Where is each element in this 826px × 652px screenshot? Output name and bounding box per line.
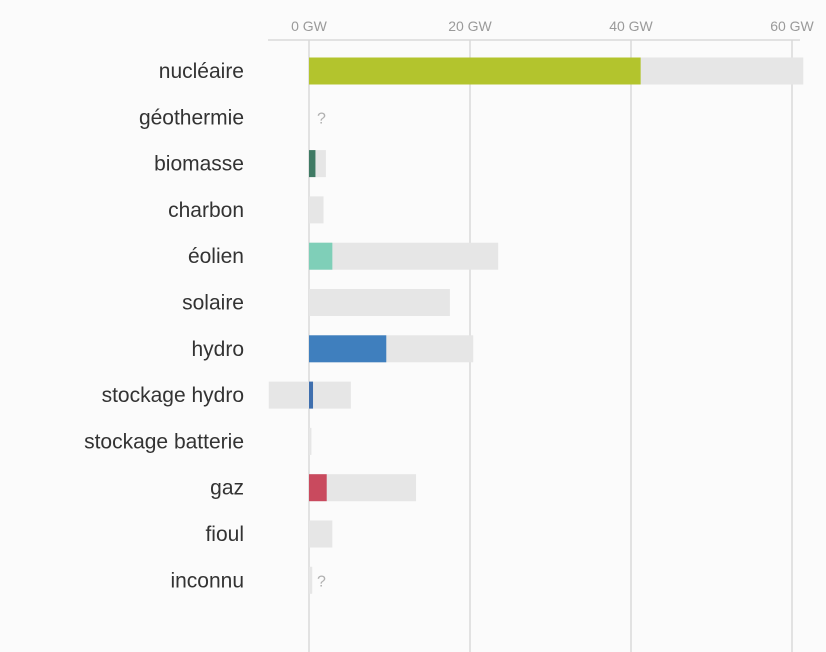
unknown-value-marker: ? [317,110,326,127]
category-label: stockage batterie [84,430,244,453]
category-labels: nucléaire géothermie biomasse charbon éolien… [84,60,244,592]
bars: ?? [268,57,804,594]
production-bar [309,242,333,270]
production-bar [309,57,641,85]
category-label: hydro [191,338,244,361]
category-label: biomasse [154,153,244,176]
category-label: fioul [205,523,244,546]
x-tick-label: 0 GW [291,18,328,34]
production-bar [309,474,327,502]
capacity-bar [309,289,450,316]
x-tick-label: 60 GW [770,18,814,34]
capacity-bar [309,427,312,455]
category-label: stockage hydro [102,384,244,407]
category-label: géothermie [139,106,244,129]
capacity-bar [309,566,313,594]
category-label: inconnu [170,569,244,592]
production-bar [309,150,316,178]
x-axis-ticks: 0 GW 20 GW 40 GW 60 GW [291,18,814,34]
capacity-bar [309,474,417,502]
x-tick-label: 20 GW [448,18,492,34]
capacity-bar [309,242,499,270]
capacity-bar [309,196,324,224]
category-label: gaz [210,477,244,500]
production-bar [309,335,387,363]
x-tick-label: 40 GW [609,18,653,34]
unknown-value-marker: ? [317,573,326,590]
capacity-bar [309,520,333,548]
category-label: solaire [182,292,244,315]
category-label: nucléaire [159,60,244,83]
category-label: charbon [168,199,244,222]
production-bar [309,381,314,409]
category-label: éolien [188,245,244,268]
